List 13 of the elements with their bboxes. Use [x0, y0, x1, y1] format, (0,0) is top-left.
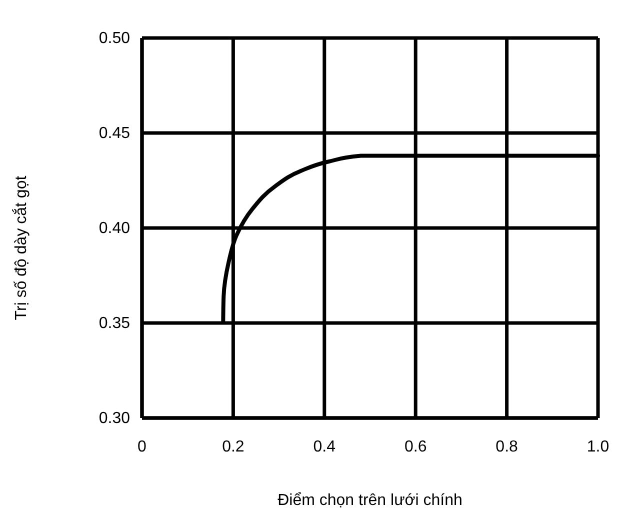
y-tick-label: 0.30: [98, 410, 130, 428]
x-tick-label: 0: [138, 438, 147, 456]
x-tick-label: 0.2: [222, 438, 244, 456]
y-tick-label: 0.45: [98, 125, 130, 142]
y-tick-label: 0.40: [98, 220, 130, 238]
y-tick-label: 0.35: [98, 315, 130, 332]
x-axis-title: Điểm chọn trên lưới chính: [278, 492, 462, 509]
x-tick-label: 0.4: [313, 438, 336, 456]
x-tick-label: 0.8: [496, 438, 518, 456]
y-tick-label: 0.50: [98, 30, 130, 48]
y-axis-title: Trị số độ dày cắt gọt: [12, 175, 30, 320]
x-tick-label: 1.0: [586, 438, 610, 456]
x-tick-label: 0.6: [404, 438, 427, 456]
